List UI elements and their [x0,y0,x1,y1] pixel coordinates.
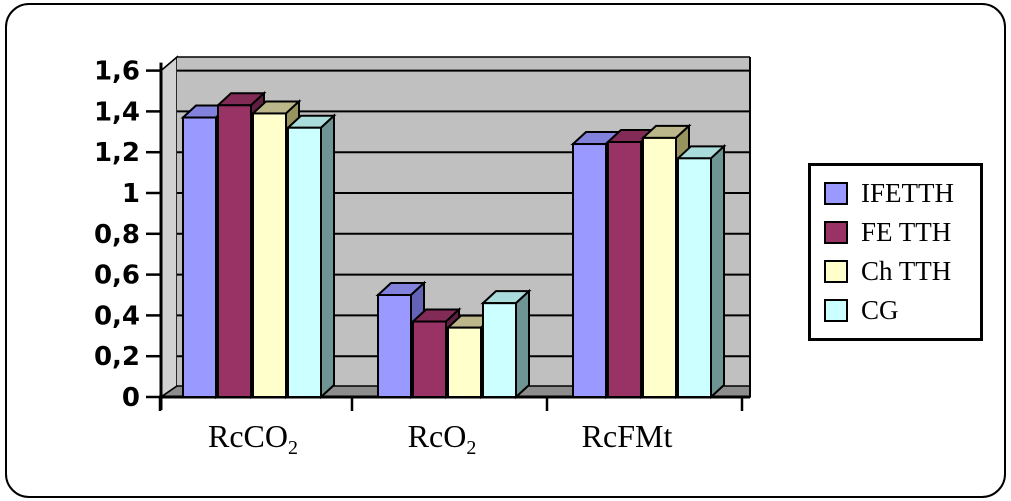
category-label-main: RcO [408,418,467,454]
y-tick-label: 1 [122,179,140,209]
bar-side-face [710,144,725,400]
y-tick-label: 0,2 [94,342,140,372]
category-label-main: RcFMt [582,418,673,454]
bar-front-face [607,141,642,398]
y-tick-label: 0 [122,383,140,413]
bar-front-face [482,302,517,398]
category-label: RcCO2 [208,418,298,459]
y-tick-label: 1,2 [94,138,140,168]
legend-label: Ch TTH [861,256,952,286]
bar-front-face [677,157,712,398]
bar-front-face [287,126,322,398]
y-tick-label: 1,4 [94,97,140,127]
category-label: RcO2 [408,418,477,459]
bar-cg-rco [480,288,532,400]
legend-swatch [824,182,848,205]
bar-front-face [252,112,287,398]
category-label: RcFMt [582,418,673,454]
legend-swatch [824,221,848,244]
legend-label: IFETTH [861,178,954,208]
bar-front-face [572,143,607,398]
y-tick-label: 0,4 [94,301,140,331]
bar-front-face [447,326,482,399]
legend-label: CG [861,295,899,325]
legend-item-ifetth: IFETTH [824,180,972,207]
bar-front-face [182,116,217,399]
bar-front-face [377,294,412,398]
category-label-main: RcCO [208,418,288,454]
category-label-subscript: 2 [466,437,476,459]
bar-side-face [515,288,530,400]
plot-wall [160,55,178,399]
legend-item-cg: CG [824,297,972,324]
bar-front-face [412,320,447,398]
legend-swatch [824,260,848,283]
legend-box: IFETTH FE TTH Ch TTH CG [808,163,983,341]
bar-front-face [642,136,677,398]
bar-side-face [320,113,335,400]
bar-cg-rcfmt [675,144,727,400]
y-tick-label: 0,8 [94,220,140,250]
legend-item-ch-tth: Ch TTH [824,258,972,285]
y-tick-label: 1,6 [94,57,140,87]
bar-cg-rcco [285,113,337,400]
category-label-subscript: 2 [288,437,298,459]
legend-item-fe-tth: FE TTH [824,219,972,246]
legend-swatch [824,299,848,322]
bar-front-face [217,104,252,398]
legend-label: FE TTH [861,217,952,247]
y-tick-label: 0,6 [94,261,140,291]
